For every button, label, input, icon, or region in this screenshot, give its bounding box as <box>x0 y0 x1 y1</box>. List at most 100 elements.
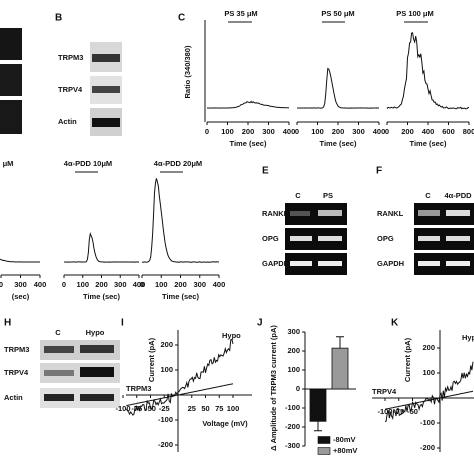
x-tick-label: 400 <box>133 280 146 289</box>
legend-label: +80mV <box>333 446 357 455</box>
column-label: Hypo <box>86 328 105 337</box>
band <box>92 86 120 93</box>
y-tick-label: 200 <box>422 343 435 352</box>
x-tick-label: 600 <box>442 127 455 136</box>
x-tick-label: 400 <box>213 280 226 289</box>
column-label: C <box>295 191 301 200</box>
plot-title: μM <box>3 159 14 168</box>
x-axis-label: (sec) <box>12 292 30 301</box>
panel-label: E <box>262 166 269 177</box>
x-tick-label: 0 <box>295 127 299 136</box>
gel-f <box>414 203 474 275</box>
x-tick-label: 400 <box>422 127 435 136</box>
row-label: Actin <box>4 393 23 402</box>
x-axis-label: Voltage (mV) <box>202 419 248 428</box>
x-tick-label: 25 <box>188 404 196 413</box>
x-tick-label: 200 <box>332 127 345 136</box>
row-label: RANKL <box>262 209 289 218</box>
x-axis-label: Time (sec) <box>83 292 120 301</box>
x-tick-label: 400 <box>283 127 296 136</box>
x-axis-label: Time (sec) <box>410 139 447 148</box>
y-tick-label: -200 <box>158 440 173 449</box>
trace-control <box>384 390 474 410</box>
x-tick-label: -100 <box>115 404 130 413</box>
y-tick-label: 100 <box>287 365 300 374</box>
trace <box>0 258 40 263</box>
y-tick-label: 200 <box>287 346 300 355</box>
row-label: RANKL <box>377 209 404 218</box>
x-tick-label: 75 <box>215 404 223 413</box>
y-tick-label: -300 <box>285 441 300 450</box>
trace <box>141 178 220 263</box>
legend-label: -80mV <box>333 435 356 444</box>
blot <box>0 28 22 60</box>
error-bar <box>336 336 344 349</box>
x-tick-label: 300 <box>14 280 27 289</box>
x-tick-label: 0 <box>205 127 209 136</box>
y-tick-label: 200 <box>160 340 173 349</box>
plot-title: 4α-PDD 10μM <box>64 159 112 168</box>
column-label: PS <box>323 191 333 200</box>
band <box>92 118 120 127</box>
trace <box>207 100 290 109</box>
x-tick-label: 200 <box>242 127 255 136</box>
trace-label: TRPM3 <box>126 384 151 393</box>
y-axis-label: Current (pA) <box>403 337 412 382</box>
x-tick-label: 0 <box>62 280 66 289</box>
trace <box>63 232 140 263</box>
x-tick-label: 300 <box>114 280 127 289</box>
y-tick-label: 100 <box>422 368 435 377</box>
bar <box>331 347 349 390</box>
x-tick-label: 100 <box>76 280 89 289</box>
x-axis-label: Time (sec) <box>162 292 199 301</box>
blot-h <box>40 340 120 408</box>
y-tick-label: -100 <box>285 403 300 412</box>
panel-label: C <box>178 13 185 24</box>
error-bar <box>314 421 322 432</box>
legend-swatch <box>317 447 331 455</box>
x-tick-label: 100 <box>221 127 234 136</box>
row-label: TRPM3 <box>4 345 29 354</box>
x-tick-label: 0 <box>0 280 3 289</box>
panel-label: I <box>121 318 124 329</box>
panel-label: B <box>55 13 62 24</box>
x-tick-label: 400 <box>373 127 386 136</box>
x-tick-label: 300 <box>262 127 275 136</box>
x-tick-label: 100 <box>155 280 168 289</box>
trace-hypo <box>125 338 234 416</box>
legend-swatch <box>317 436 331 444</box>
plot-title: PS 35 μM <box>224 9 257 18</box>
condition-label: Hypo <box>222 331 241 340</box>
panel-label: H <box>4 318 11 329</box>
plot-title: PS 100 μM <box>396 9 434 18</box>
x-tick-label: 300 <box>352 127 365 136</box>
blot <box>0 64 22 96</box>
x-tick-label: 400 <box>34 280 47 289</box>
x-tick-label: -100 <box>377 407 392 416</box>
plot-title: 4α-PDD 20μM <box>154 159 202 168</box>
row-label: TRPV4 <box>4 368 29 377</box>
y-tick-label: 0 <box>296 384 300 393</box>
x-tick-label: -50 <box>145 404 156 413</box>
column-label: 4α-PDD <box>444 191 472 200</box>
plot-title: PS 50 μM <box>321 9 354 18</box>
x-tick-label: 200 <box>174 280 187 289</box>
trace <box>296 67 379 109</box>
trace-control <box>126 383 234 407</box>
column-label: C <box>425 191 431 200</box>
y-tick-label: 300 <box>287 327 300 336</box>
row-label: OPG <box>377 234 394 243</box>
x-tick-label: 200 <box>95 280 108 289</box>
y-tick-label: -200 <box>420 443 435 452</box>
gel-e <box>285 203 347 275</box>
y-axis-label: Current (pA) <box>147 337 156 382</box>
x-tick-label: 0 <box>385 127 389 136</box>
row-label: TRPV4 <box>58 85 83 94</box>
x-tick-label: -25 <box>159 404 170 413</box>
column-label: C <box>55 328 61 337</box>
row-label: Actin <box>58 117 77 126</box>
x-tick-label: 300 <box>193 280 206 289</box>
bar <box>309 388 327 422</box>
x-tick-label: -50 <box>407 407 418 416</box>
